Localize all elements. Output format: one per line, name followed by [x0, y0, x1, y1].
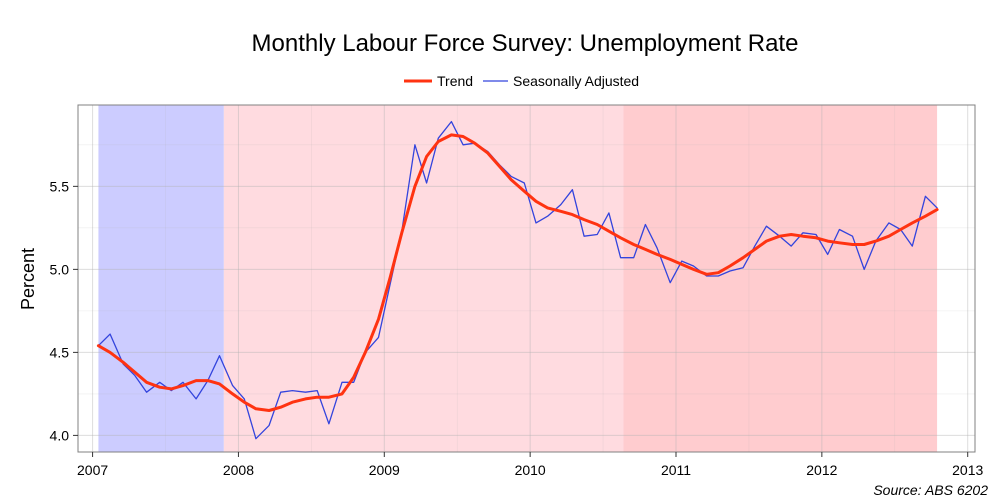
y-tick-label-4.0: 4.0: [50, 427, 70, 443]
y-tick-label-5.5: 5.5: [50, 178, 70, 194]
series-line-seasonally-adjusted: [97, 120, 938, 440]
x-tick-label-2007: 2007: [77, 462, 108, 478]
x-tick-label-2009: 2009: [369, 462, 400, 478]
axes: 2007 2008 2009 2010 2011 2012 2013 4.0 4.5 5.0 5.5: [50, 178, 984, 478]
x-tick-label-2008: 2008: [223, 462, 254, 478]
y-axis-label: Percent: [18, 248, 38, 310]
x-tick-label-2010: 2010: [515, 462, 546, 478]
shaded-period-3: [623, 105, 938, 452]
chart-title: Monthly Labour Force Survey: Unemploymen…: [252, 30, 799, 57]
shaded-period-1: [98, 105, 224, 452]
plot-border: [77, 104, 976, 453]
x-tick-label-2013: 2013: [952, 462, 983, 478]
y-tick-label-5.0: 5.0: [50, 261, 70, 277]
shaded-period-2: [223, 105, 624, 452]
x-tick-label-2011: 2011: [661, 462, 691, 478]
legend-label-seasonally-adjusted: Seasonally Adjusted: [513, 73, 639, 89]
series-lines: [96, 120, 939, 440]
grid: [78, 105, 975, 452]
x-tick-label-2012: 2012: [806, 462, 837, 478]
legend-label-trend: Trend: [437, 73, 473, 89]
y-tick-label-4.5: 4.5: [50, 344, 70, 360]
shaded-periods: [98, 105, 938, 452]
legend: Trend Seasonally Adjusted: [404, 73, 639, 89]
source-caption: Source: ABS 6202: [873, 482, 988, 498]
series-line-trend: [96, 133, 939, 412]
